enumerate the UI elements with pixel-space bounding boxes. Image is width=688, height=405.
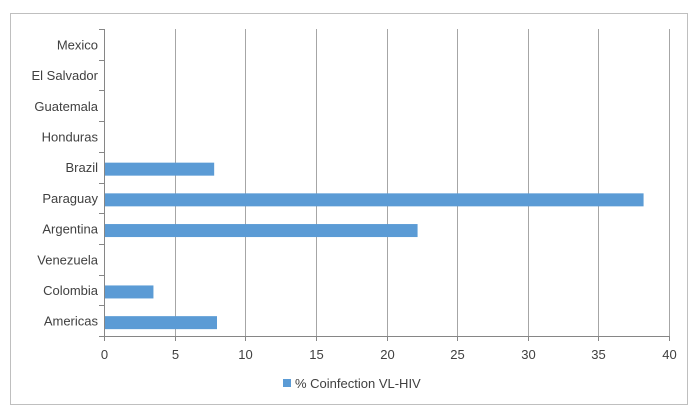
x-tick-label: 0	[101, 347, 108, 362]
x-tick-label: 5	[172, 347, 179, 362]
category-label: Guatemala	[34, 99, 98, 114]
x-tick-label: 35	[591, 347, 605, 362]
category-label: Colombia	[43, 283, 99, 298]
x-tick-labels: 0 5 10 15 20 25 30 35 40	[101, 347, 677, 362]
legend: % Coinfection VL-HIV	[283, 376, 421, 391]
x-tick-label: 40	[662, 347, 676, 362]
category-label: Americas	[44, 314, 99, 329]
category-label: Mexico	[57, 37, 98, 52]
x-tick-label: 25	[450, 347, 464, 362]
category-label: Brazil	[65, 160, 98, 175]
chart-frame	[10, 13, 688, 405]
x-tick-label: 30	[521, 347, 535, 362]
x-tick-label: 10	[238, 347, 252, 362]
bar	[105, 316, 217, 330]
x-tick-label: 20	[380, 347, 394, 362]
bar	[105, 193, 644, 207]
category-label: Paraguay	[42, 191, 98, 206]
category-label: El Salvador	[32, 68, 99, 83]
axes	[99, 29, 670, 341]
category-label: Venezuela	[37, 252, 98, 267]
x-tick-label: 15	[309, 347, 323, 362]
legend-label: % Coinfection VL-HIV	[295, 376, 421, 391]
bar	[105, 224, 418, 238]
category-labels: Mexico El Salvador Guatemala Honduras Brazil…	[32, 37, 99, 328]
category-label: Argentina	[42, 222, 98, 237]
bar	[105, 162, 215, 176]
gridlines	[175, 29, 670, 336]
legend-swatch	[283, 379, 291, 387]
bar	[105, 285, 154, 299]
bars	[105, 162, 644, 330]
category-label: Honduras	[42, 129, 99, 144]
